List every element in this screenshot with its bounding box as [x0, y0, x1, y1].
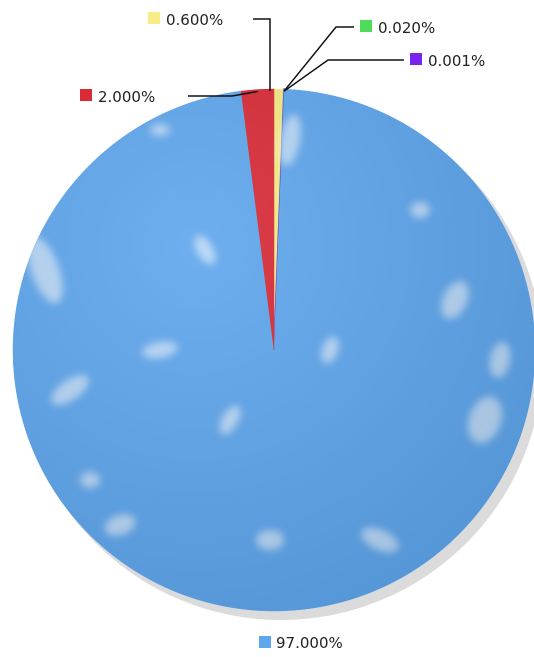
label-swatch-3 [259, 636, 271, 648]
label-swatch-2 [410, 53, 422, 65]
label-leaders [188, 18, 404, 97]
label-swatch-4 [80, 89, 92, 101]
slice-label-0: 0.600% [166, 11, 223, 29]
chart-labels: 0.600% 0.020% 0.001% 97.000% 2.000% [80, 11, 485, 652]
slice-label-4: 2.000% [98, 88, 155, 106]
leader-line-2 [283, 59, 404, 92]
slice-label-1: 0.020% [378, 19, 435, 37]
slice-label-2: 0.001% [428, 52, 485, 70]
leader-line-0 [253, 18, 271, 91]
leader-line-4 [188, 90, 258, 97]
pie-shading [13, 89, 534, 611]
label-swatch-1 [360, 20, 372, 32]
slice-label-3: 97.000% [276, 634, 343, 652]
leader-line-1 [283, 26, 354, 92]
label-swatch-0 [148, 12, 160, 24]
